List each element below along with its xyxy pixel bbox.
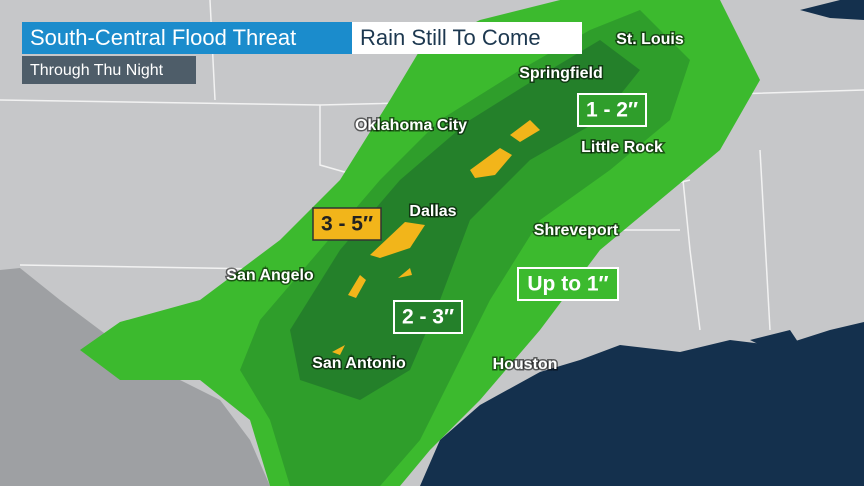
- rainfall-box: [517, 267, 619, 301]
- subtitle-box: [352, 22, 582, 54]
- title-box: [22, 22, 352, 54]
- timeframe-box: [22, 56, 196, 84]
- rainfall-box: [577, 93, 647, 127]
- subtitle: Rain Still To Come: [360, 25, 541, 50]
- title: South-Central Flood Threat: [30, 25, 296, 50]
- timeframe: Through Thu Night: [30, 62, 164, 79]
- city-label: Little Rock: [581, 139, 663, 156]
- city-label: San Angelo: [226, 267, 314, 284]
- rainfall-label: Up to 1″: [527, 273, 608, 296]
- gulf: [420, 322, 864, 486]
- city-label: Oklahoma City: [355, 117, 467, 134]
- rainfall-box: [312, 207, 382, 241]
- city-label: Houston: [493, 356, 558, 373]
- city-label: Springfield: [519, 65, 603, 82]
- rainfall-label: 3 - 5″: [321, 213, 373, 236]
- rainfall-box: [393, 300, 463, 334]
- rain-2-3: [290, 40, 640, 400]
- city-label: St. Louis: [616, 31, 684, 48]
- rainfall-label: 2 - 3″: [402, 306, 454, 329]
- city-label: Shreveport: [534, 222, 619, 239]
- city-label: Dallas: [409, 203, 456, 220]
- rainfall-label: 1 - 2″: [586, 99, 638, 122]
- city-label: San Antonio: [312, 355, 406, 372]
- rain-3-5: [332, 120, 540, 355]
